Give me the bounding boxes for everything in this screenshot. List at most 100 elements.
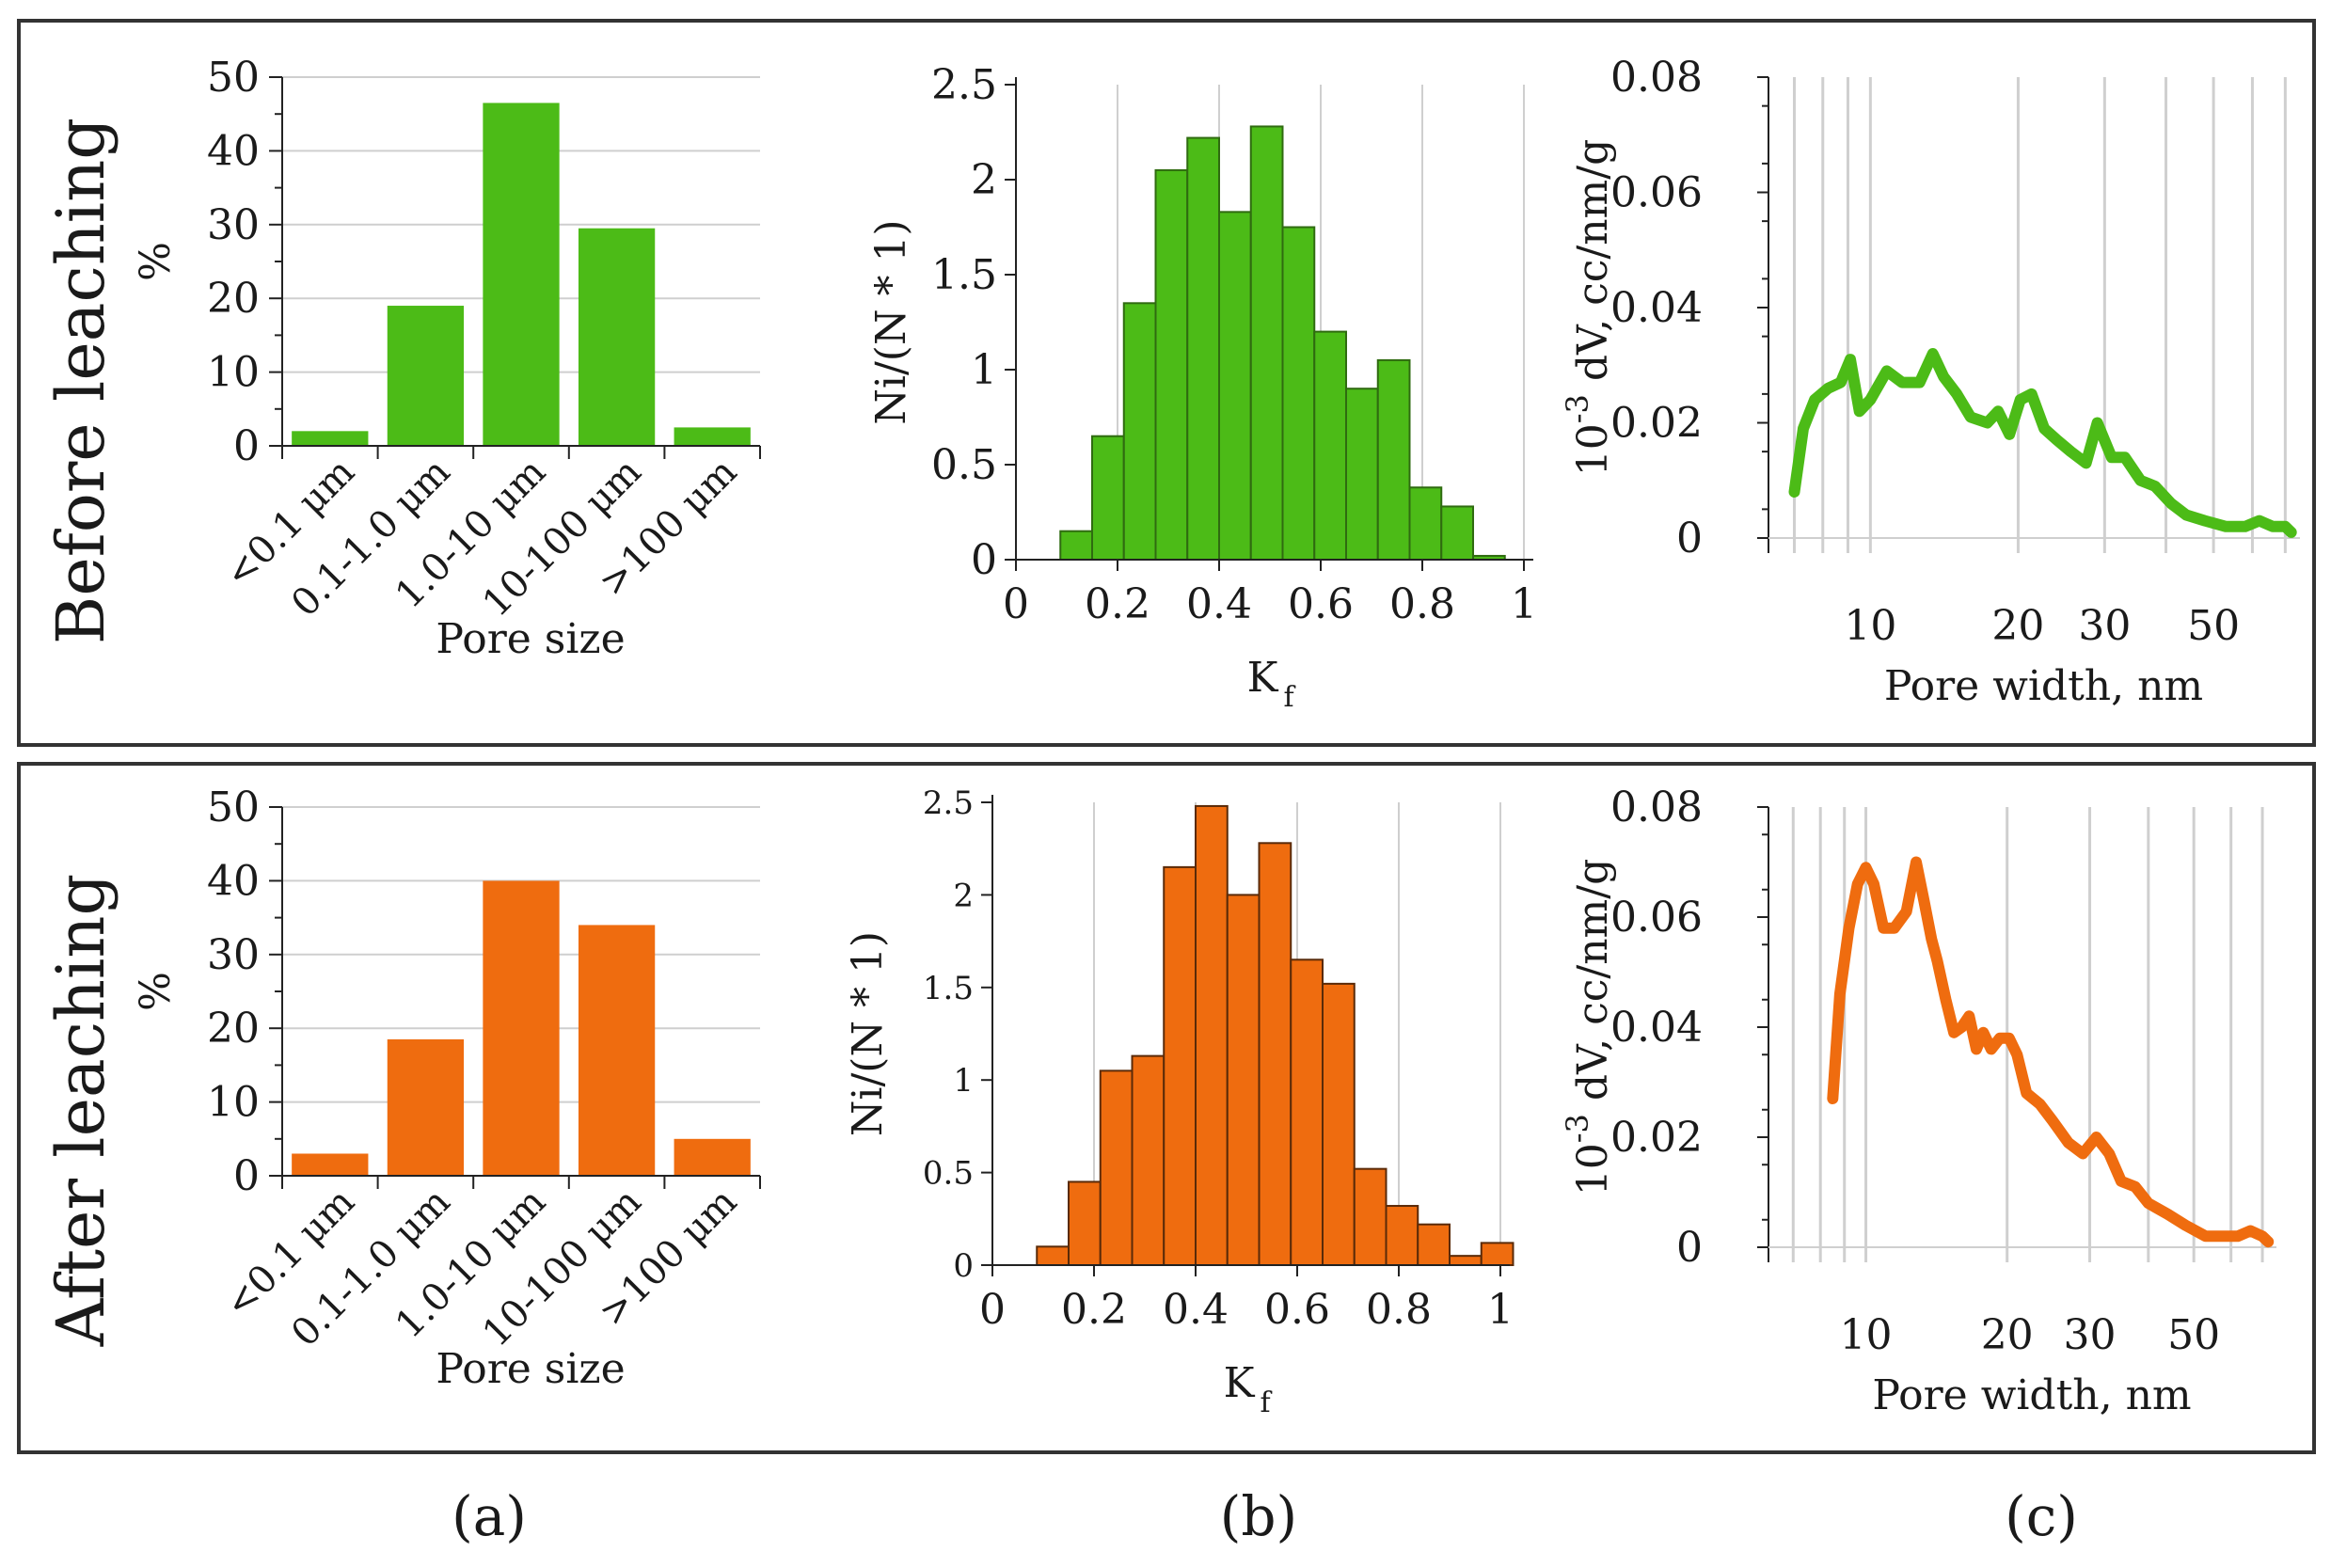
tick-label-y: 0.04 <box>1610 1004 1703 1052</box>
tick-label-x: 10 <box>1840 1311 1893 1359</box>
hist-bar <box>1218 211 1252 561</box>
tick-label-y: 0.5 <box>923 1155 974 1193</box>
y-axis-title-rest: dV, cc/nm/g <box>1569 139 1617 394</box>
tick-label-x: 0.2 <box>1061 1286 1127 1334</box>
hist-bar <box>1131 1054 1166 1266</box>
tick-label-y: 1 <box>953 1062 974 1100</box>
tick-label-y: 0 <box>1676 1224 1703 1272</box>
tick-label-y: 0.06 <box>1610 169 1703 217</box>
tick-label-x: 0.6 <box>1264 1286 1330 1334</box>
y-axis-title: 10-3 dV, cc/nm/g <box>1560 859 1617 1196</box>
y-axis-title-base: 10 <box>1569 423 1617 476</box>
tick-label-x: 0.2 <box>1085 580 1150 628</box>
tick-label-x: 0.8 <box>1389 580 1455 628</box>
tick-label-y: 30 <box>207 931 260 979</box>
x-axis-title-subscript: f <box>1283 681 1295 714</box>
bar <box>387 1038 465 1176</box>
bar <box>483 103 560 446</box>
tick-label-y: 0 <box>233 1152 260 1200</box>
tick-label-y: 0 <box>971 536 997 584</box>
tick-label-x: 0 <box>979 1286 1006 1334</box>
tick-label-y: 0.08 <box>1610 54 1703 102</box>
x-axis-title: Pore width, nm <box>1884 662 2203 710</box>
hist-bar <box>1376 358 1411 561</box>
hist-bar <box>1322 982 1356 1266</box>
bar <box>674 1138 751 1176</box>
chart-c-after: 10 20 30 50 0 0.02 0.04 0.06 0.08 Pore width, nm 1… <box>1560 784 2276 1419</box>
tick-label-x: 50 <box>2167 1311 2220 1359</box>
tick-label-y: 2 <box>971 156 997 204</box>
tick-label-y: 10 <box>207 349 260 397</box>
hist-bar <box>1313 330 1347 561</box>
tick-label-y: 2 <box>953 877 974 914</box>
hist-bar <box>1154 168 1189 561</box>
chart-b-before: 0 0.2 0.4 0.6 0.8 1 0 0.5 1 1.5 2 2.5 K f Ni/(N * 1) <box>867 61 1537 714</box>
hist-bar <box>1417 1223 1451 1266</box>
frame-after <box>17 762 2316 1454</box>
x-axis-title: K <box>1224 1359 1256 1407</box>
tick-label-x: 20 <box>1981 1311 2034 1359</box>
tick-label-y: 10 <box>207 1079 260 1127</box>
hist-bar <box>1099 1069 1134 1266</box>
y-axis-title-rest: dV, cc/nm/g <box>1569 859 1617 1114</box>
tick-label-y: 20 <box>207 1005 260 1053</box>
hist-bar <box>1385 1205 1419 1267</box>
hist-bar <box>1440 505 1474 562</box>
hist-bar <box>1449 1255 1483 1267</box>
hist-bar <box>1290 958 1324 1267</box>
bar <box>292 1153 369 1176</box>
panel-letter-c: (c) <box>2005 1484 2078 1548</box>
hist-bar <box>1353 1167 1388 1266</box>
y-axis-title: 10-3 dV, cc/nm/g <box>1560 139 1617 477</box>
row-title-after: After leaching <box>42 874 119 1348</box>
y-axis-title-base: 10 <box>1569 1143 1617 1196</box>
bar <box>292 431 369 446</box>
y-axis-title: Ni/(N * 1) <box>844 931 892 1136</box>
hist-bar <box>1408 486 1443 561</box>
tick-label-y: 0 <box>953 1247 974 1285</box>
tick-label-x: 0.6 <box>1288 580 1354 628</box>
tick-label-y: 50 <box>207 54 260 102</box>
tick-label-y: 0.06 <box>1610 894 1703 942</box>
tick-label-x: 0.4 <box>1163 1286 1229 1334</box>
bar <box>578 228 656 446</box>
tick-label-y: 0 <box>1676 515 1703 562</box>
tick-label-y: 0.04 <box>1610 284 1703 332</box>
tick-label-y: 0.02 <box>1610 1114 1703 1162</box>
tick-label-x: 0 <box>1003 580 1029 628</box>
tick-label-y: 20 <box>207 275 260 323</box>
tick-label-x: 0.8 <box>1366 1286 1432 1334</box>
hist-bar <box>1480 1242 1514 1267</box>
tick-label-y: 0.02 <box>1610 400 1703 448</box>
tick-label-x: 0.4 <box>1186 580 1252 628</box>
tick-label-x: 1 <box>1511 580 1537 628</box>
hist-bar <box>1186 136 1220 561</box>
tick-label-y: 30 <box>207 201 260 249</box>
hist-bar <box>1195 804 1229 1266</box>
tick-label-y: 40 <box>207 127 260 175</box>
tick-label-y: 2.5 <box>931 61 997 109</box>
hist-bar <box>1249 125 1284 561</box>
tick-label-y: 1.5 <box>923 970 974 1007</box>
row-title-before: Before leaching <box>42 118 119 644</box>
hist-bar <box>1226 894 1261 1267</box>
x-axis-title-subscript: f <box>1260 1386 1272 1419</box>
tick-label-y: 0 <box>233 422 260 470</box>
tick-label-x: 20 <box>1991 602 2044 650</box>
hist-bar <box>1345 388 1379 562</box>
y-axis-title-sup: -3 <box>1560 394 1595 423</box>
x-axis-title: K <box>1247 654 1279 702</box>
chart-b-after: 0 0.2 0.4 0.6 0.8 1 0 0.5 1 1.5 2 2.5 K f Ni/(N * 1) <box>844 784 1514 1419</box>
bar <box>387 306 465 446</box>
bar <box>483 880 560 1176</box>
tick-label-y: 50 <box>207 784 260 832</box>
series-line <box>1788 348 2297 538</box>
hist-bar <box>1258 842 1292 1267</box>
y-axis-title: % <box>132 972 180 1011</box>
hist-bar <box>1281 226 1316 561</box>
